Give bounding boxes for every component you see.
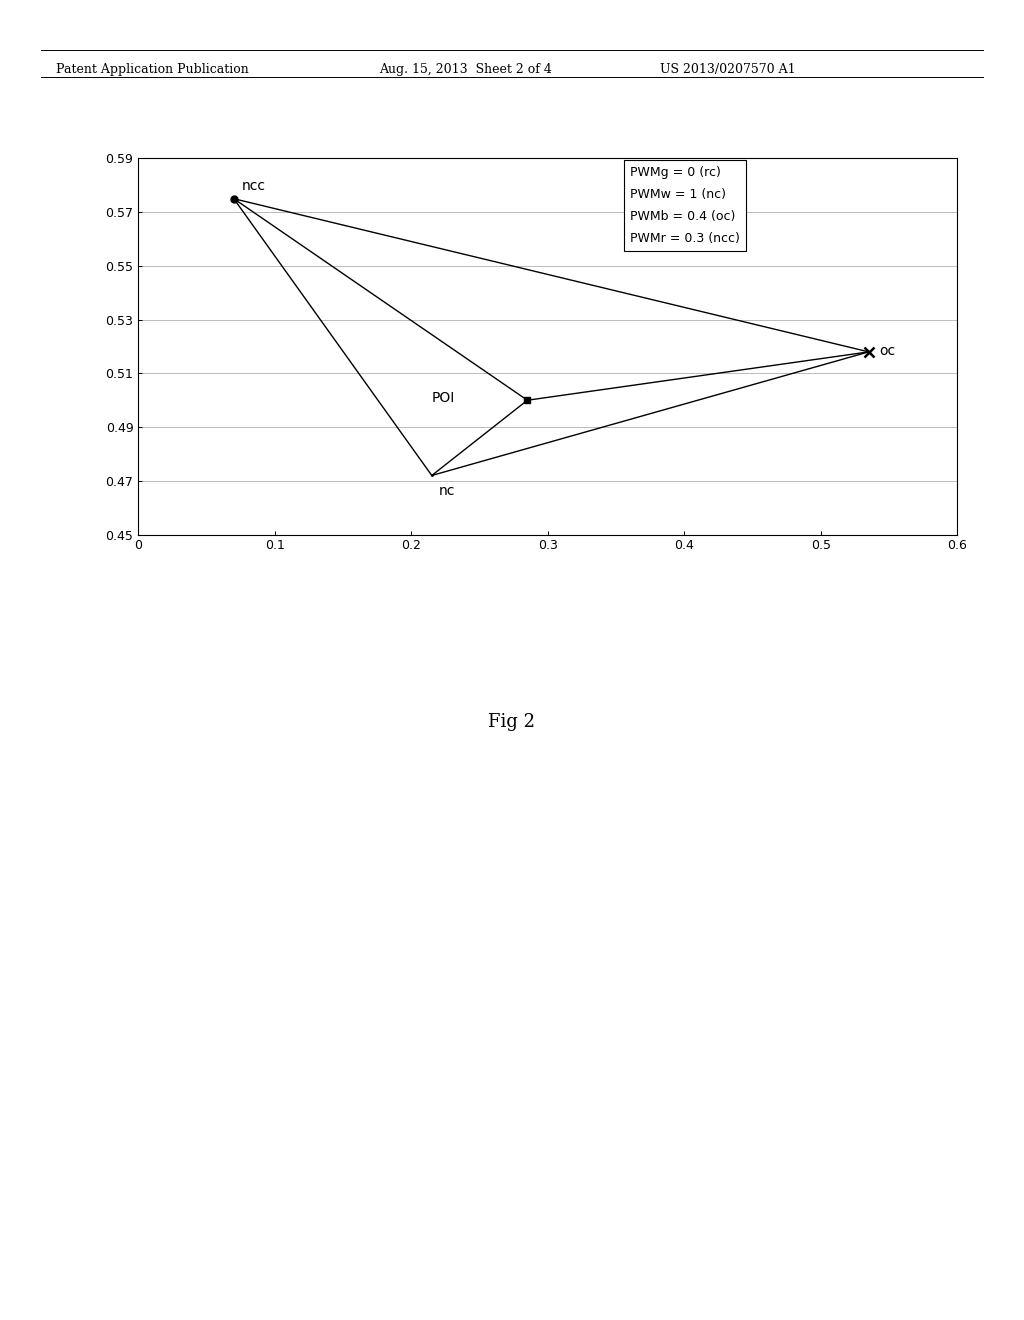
Text: nc: nc: [438, 483, 455, 498]
Text: oc: oc: [880, 343, 896, 358]
Text: Patent Application Publication: Patent Application Publication: [56, 63, 249, 77]
Text: POI: POI: [432, 391, 455, 404]
Text: Aug. 15, 2013  Sheet 2 of 4: Aug. 15, 2013 Sheet 2 of 4: [379, 63, 552, 77]
Text: US 2013/0207570 A1: US 2013/0207570 A1: [660, 63, 796, 77]
Text: ncc: ncc: [242, 180, 266, 193]
Text: PWMg = 0 (rc)
PWMw = 1 (nc)
PWMb = 0.4 (oc)
PWMr = 0.3 (ncc): PWMg = 0 (rc) PWMw = 1 (nc) PWMb = 0.4 (…: [630, 166, 739, 246]
Text: Fig 2: Fig 2: [488, 713, 536, 731]
